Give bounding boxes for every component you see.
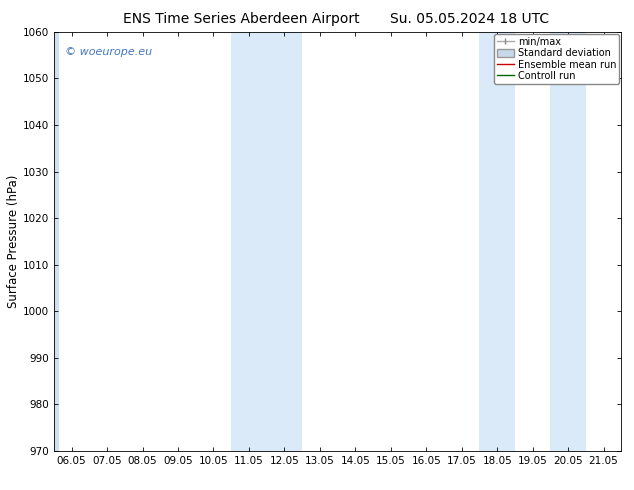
Text: © woeurope.eu: © woeurope.eu xyxy=(65,47,152,56)
Bar xyxy=(479,32,515,451)
Text: Su. 05.05.2024 18 UTC: Su. 05.05.2024 18 UTC xyxy=(390,12,548,26)
Text: ENS Time Series Aberdeen Airport: ENS Time Series Aberdeen Airport xyxy=(122,12,359,26)
Bar xyxy=(54,32,59,451)
Bar xyxy=(231,32,302,451)
Y-axis label: Surface Pressure (hPa): Surface Pressure (hPa) xyxy=(7,174,20,308)
Legend: min/max, Standard deviation, Ensemble mean run, Controll run: min/max, Standard deviation, Ensemble me… xyxy=(494,34,619,84)
Bar xyxy=(550,32,586,451)
